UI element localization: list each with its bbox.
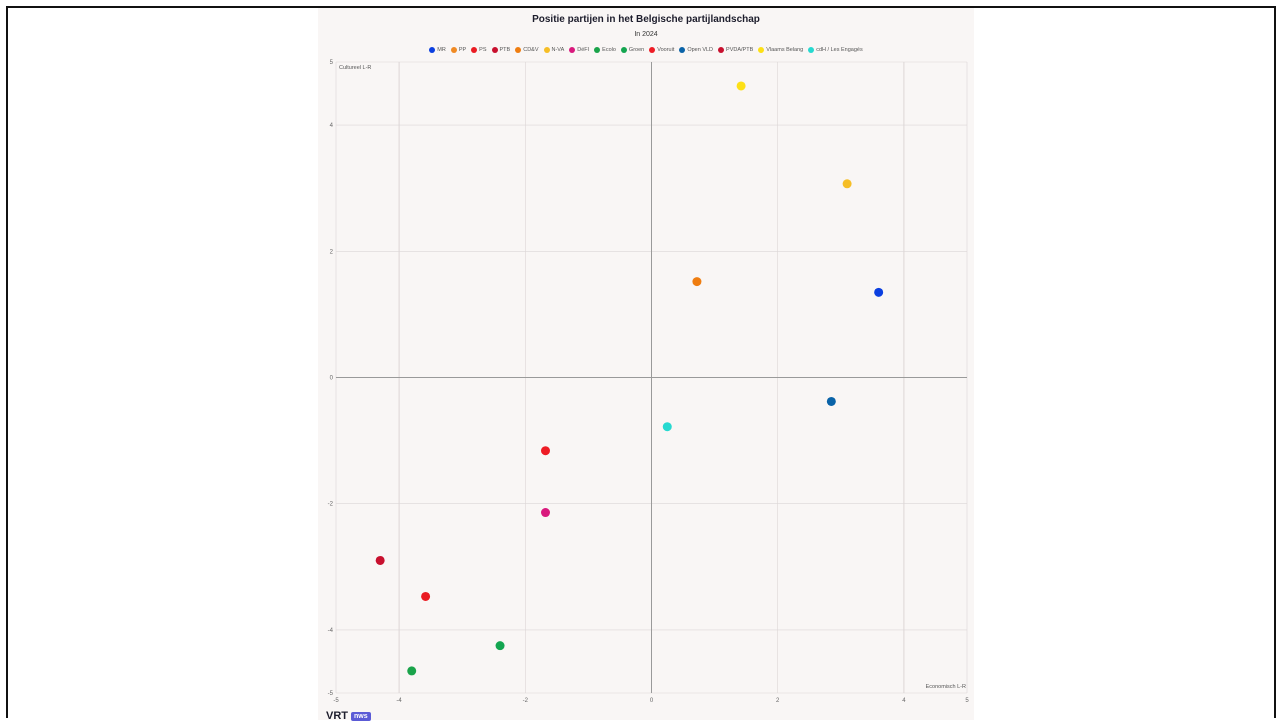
y-tick-label: -5 (328, 691, 334, 697)
legend-label: PTB (499, 47, 511, 53)
chart-panel (318, 8, 974, 720)
data-point (407, 666, 417, 676)
legend-item: PTB (491, 47, 511, 53)
data-point (842, 179, 852, 189)
data-point (662, 422, 672, 432)
x-tick-label: -5 (333, 698, 339, 704)
legend-swatch (491, 47, 498, 53)
y-tick-label: 2 (330, 249, 334, 255)
y-axis-title: Cultureel L-R (339, 65, 371, 71)
y-tick-label: -2 (328, 502, 334, 508)
brand-mark: VRT (326, 710, 348, 722)
data-point (375, 555, 385, 565)
legend-item: MR (429, 47, 446, 53)
window-frame (6, 6, 1276, 718)
legend-swatch (649, 47, 656, 53)
legend-label: cdH / Les Engagés (816, 47, 863, 53)
legend-item: PS (471, 47, 487, 53)
legend-label: Open VLD (687, 47, 714, 53)
legend-label: Ecolo (602, 47, 616, 53)
legend-swatch (620, 47, 627, 53)
legend-item: N-VA (543, 47, 565, 53)
legend-label: PP (458, 47, 467, 53)
legend-swatch (718, 47, 725, 53)
brand-badge: nws (351, 711, 371, 721)
legend-label: MR (437, 47, 446, 53)
legend-swatch (679, 47, 686, 53)
legend-swatch (758, 47, 765, 53)
x-tick-label: -2 (523, 698, 529, 704)
chart-subtitle: In 2024 (634, 31, 658, 38)
x-tick-label: 0 (650, 698, 654, 704)
legend-item: CD&V (515, 47, 539, 53)
legend-item: PP (450, 47, 467, 53)
data-point (540, 446, 550, 456)
legend-item: cdH / Les Engagés (808, 47, 863, 53)
y-tick-label: 5 (330, 60, 334, 66)
x-tick-label: 5 (965, 698, 969, 704)
legend-item: DéFI (569, 47, 589, 53)
data-point (736, 81, 746, 91)
legend-label: Vlaams Belang (766, 47, 804, 53)
legend-swatch (569, 47, 576, 53)
chart-title: Positie partijen in het Belgische partij… (532, 14, 760, 25)
y-tick-label: -4 (328, 628, 334, 634)
legend-item: Vlaams Belang (758, 47, 803, 53)
legend-label: DéFI (577, 47, 590, 53)
legend-label: N-VA (551, 47, 565, 53)
chart-legend: MR PP PS PTB CD&V N-VA DéFI Ecolo Groen Vooruit Op… (318, 45, 974, 55)
legend-swatch (450, 47, 457, 53)
legend-swatch (515, 47, 522, 53)
legend-item: Open VLD (679, 47, 713, 53)
legend-label: PVDA/PTB (726, 47, 754, 53)
data-point (874, 287, 884, 297)
legend-swatch (594, 47, 601, 53)
x-axis-title: Economisch L-R (926, 684, 966, 690)
data-point (692, 277, 702, 287)
data-point (826, 396, 836, 406)
brand-logo: VRT nws (326, 710, 371, 722)
legend-item: Ecolo (594, 47, 616, 53)
legend-swatch (808, 47, 815, 53)
y-tick-label: 0 (330, 376, 334, 382)
legend-label: PS (479, 47, 487, 53)
legend-label: Vooruit (657, 47, 675, 53)
x-tick-label: -4 (396, 698, 402, 704)
x-tick-label: 4 (902, 698, 906, 704)
legend-label: Groen (628, 47, 645, 53)
legend-swatch (429, 47, 436, 53)
legend-label: CD&V (523, 47, 539, 53)
legend-item: Groen (620, 47, 645, 53)
data-point (540, 508, 550, 518)
legend-swatch (543, 47, 550, 53)
data-point (421, 591, 431, 601)
x-tick-label: 2 (776, 698, 780, 704)
legend-swatch (471, 47, 478, 53)
data-point (495, 641, 505, 651)
y-tick-label: 4 (330, 123, 334, 129)
legend-item: Vooruit (649, 47, 674, 53)
legend-item: PVDA/PTB (718, 47, 753, 53)
